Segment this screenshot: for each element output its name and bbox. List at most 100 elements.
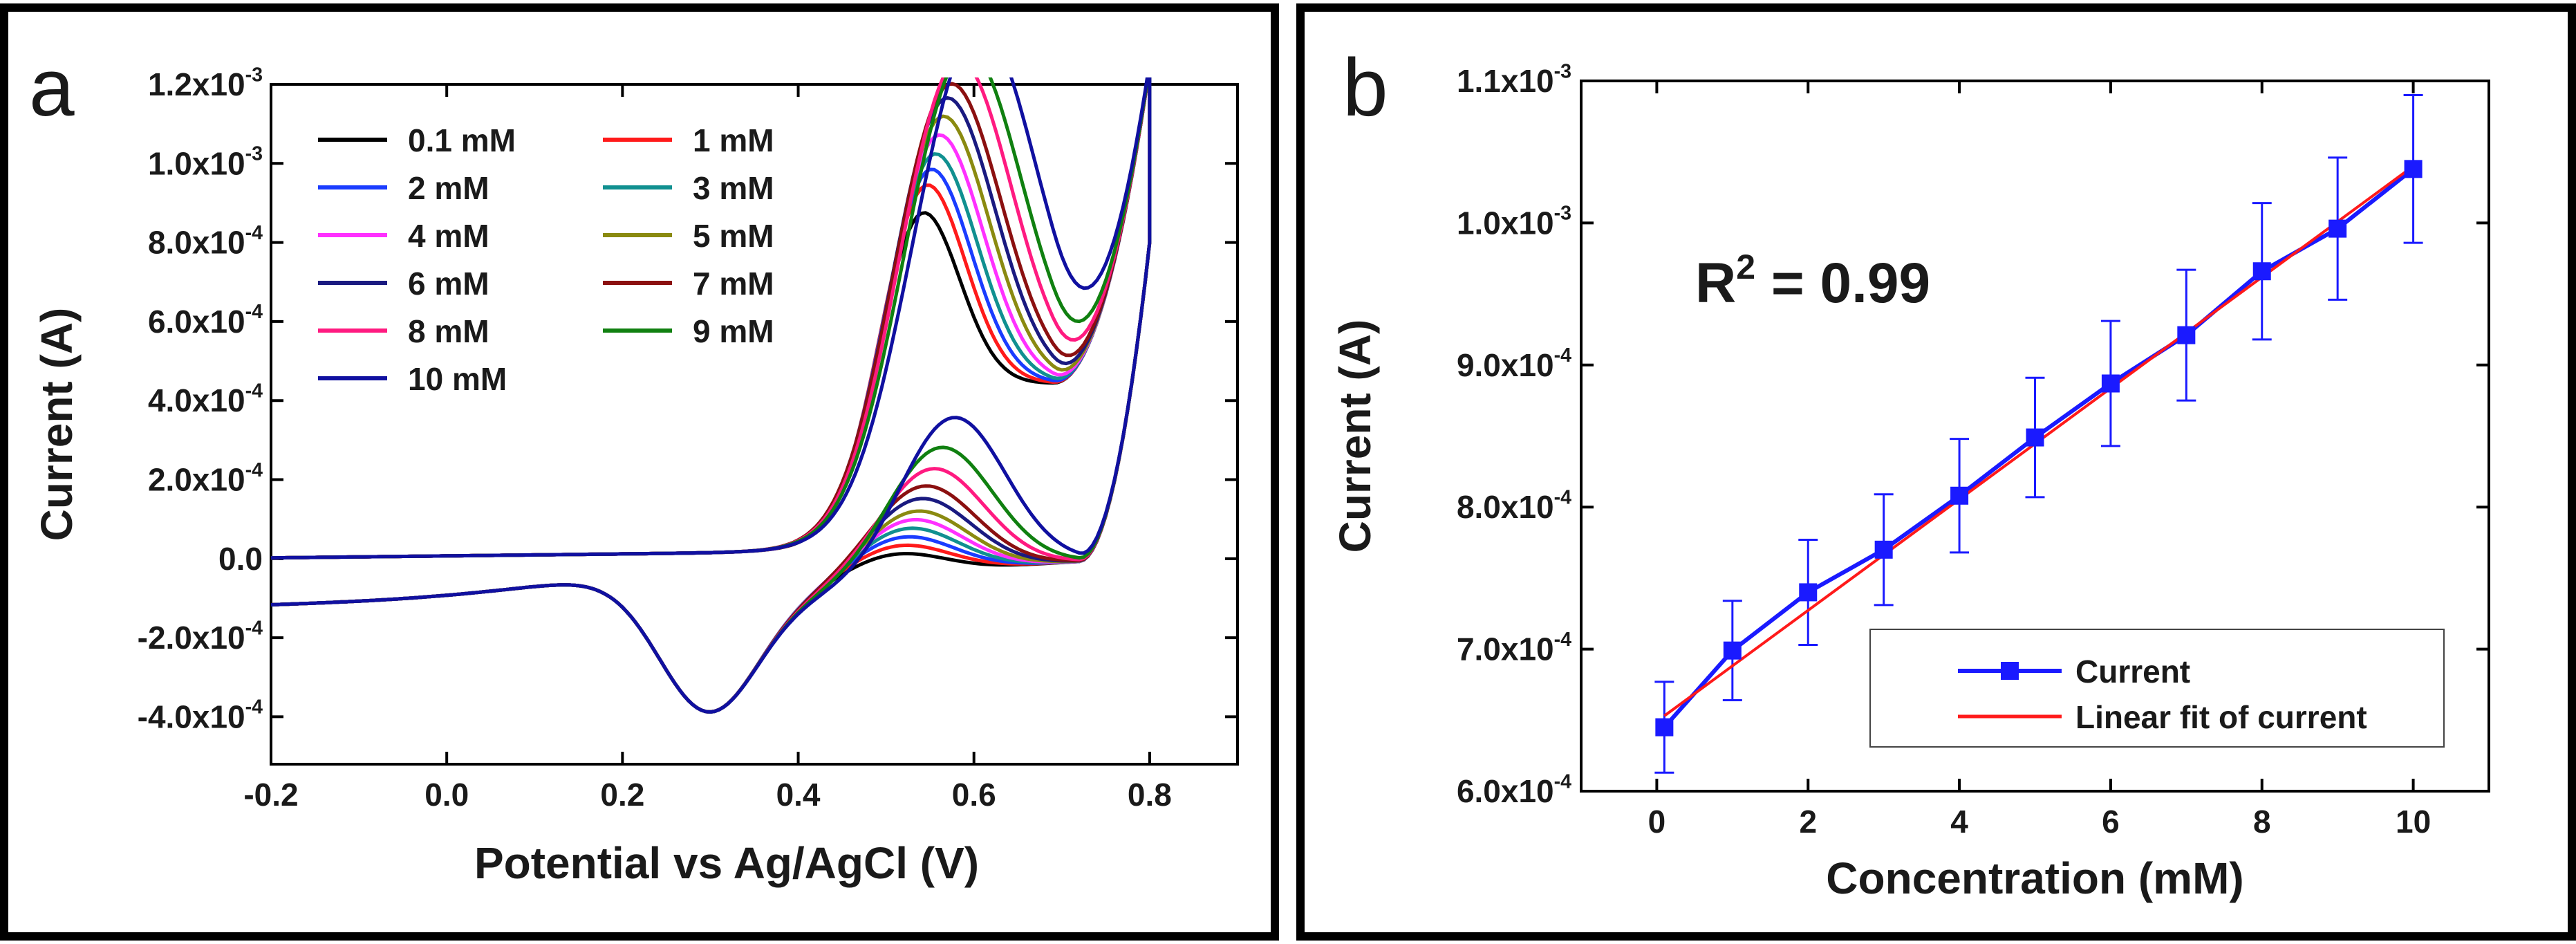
legend-label: 1 mM [693, 122, 774, 158]
plot-frame [1580, 80, 2490, 793]
y-tick-label-mantissa: 8.0x10 [1457, 489, 1554, 525]
x-axis-label: Potential vs Ag/AgCl (V) [474, 838, 979, 888]
panel-a: a 1.2x10-3 1.0x10-3 8.0x10-4 6.0x10-4 4.0x10-… [0, 3, 1279, 941]
legend-label-fit: Linear fit of current [2075, 699, 2367, 735]
legend-marker-current [2001, 662, 2019, 680]
y-tick-label-exponent: -4 [1554, 770, 1571, 793]
x-tick-label: 2 [1799, 804, 1817, 840]
y-tick-label: 9.0x10-4 [1457, 344, 1571, 383]
r-squared-base: R [1695, 252, 1736, 315]
y-tick-label-exponent: -3 [245, 64, 263, 86]
y-tick-label: 4.0x10-4 [148, 380, 263, 419]
y-tick-label-mantissa: 1.0x10 [148, 145, 245, 181]
y-tick-label-mantissa: 1.0x10 [1457, 205, 1554, 241]
data-point [2026, 428, 2044, 447]
y-tick-label: 8.0x10-4 [148, 222, 263, 261]
legend-label: 10 mM [408, 361, 507, 397]
legend-label: 7 mM [693, 266, 774, 302]
calibration-chart: b 1.1x10-31.0x10-39.0x10-48.0x10-47.0x10-… [1330, 42, 2490, 903]
data-point [1950, 486, 1969, 505]
y-tick-label: -2.0x10-4 [138, 617, 263, 656]
y-tick-label: 0.0 [218, 541, 263, 577]
data-point [1723, 641, 1742, 660]
y-tick-label-mantissa: 7.0x10 [1457, 631, 1554, 667]
y-tick-label-exponent: -4 [1554, 487, 1571, 509]
y-tick-label: 6.0x10-4 [148, 301, 263, 340]
y-tick-label-exponent: -4 [245, 459, 263, 481]
panel-b: b 1.1x10-3 1.0x10-3 9.0x10-4 8.0x10-4 7.0x10-… [1296, 3, 2576, 941]
r-squared-value: = 0.99 [1755, 252, 1930, 315]
legend-label: 6 mM [408, 266, 489, 302]
x-tick-label: 0.0 [424, 777, 469, 813]
x-tick-label: 0.8 [1128, 777, 1172, 813]
cv-chart: a 1.2x10-31.0x10-38.0x10-46.0x10-44.0x10-… [29, 42, 1239, 888]
y-tick-label-mantissa: 9.0x10 [1457, 347, 1554, 383]
legend-label: 4 mM [408, 218, 489, 254]
y-axis-label: Current (A) [32, 308, 82, 542]
y-tick-label: 1.0x10-3 [148, 143, 263, 182]
legend-label: 9 mM [693, 313, 774, 349]
legend-label: 0.1 mM [408, 122, 516, 158]
y-tick-label-mantissa: 0.0 [218, 541, 263, 577]
data-point [2252, 262, 2271, 281]
y-tick-label-exponent: -4 [245, 380, 263, 402]
legend-label: 2 mM [408, 170, 489, 206]
x-axis-label: Concentration (mM) [1826, 853, 2243, 903]
x-tick-label: -0.2 [243, 777, 298, 813]
y-tick-label-mantissa: 6.0x10 [148, 304, 245, 340]
legend: 0.1 mM 1 mM 2 mM 3 mM 4 mM 5 mM 6 mM 7 mM 8 mM 9 … [318, 122, 774, 397]
data-point [1874, 540, 1893, 559]
y-tick-label-mantissa: 8.0x10 [148, 225, 245, 261]
x-tick-label: 0.4 [776, 777, 821, 813]
y-tick-label-mantissa: -4.0x10 [138, 698, 245, 734]
y-tick-label: 1.2x10-3 [148, 64, 263, 102]
y-tick-label-mantissa: 2.0x10 [148, 462, 245, 498]
y-tick-label-mantissa: -2.0x10 [138, 620, 245, 656]
y-tick-label-mantissa: 1.2x10 [148, 66, 245, 102]
data-point [2177, 326, 2196, 344]
data-point [2101, 374, 2120, 393]
x-tick-label: 0 [1648, 804, 1666, 840]
legend-label-current: Current [2075, 654, 2190, 690]
y-tick-label-exponent: -4 [245, 301, 263, 323]
y-tick-label-exponent: -4 [245, 617, 263, 639]
x-tick-label: 10 [2396, 804, 2431, 840]
y-tick-label-exponent: -3 [1554, 60, 1571, 82]
r-squared-sup: 2 [1736, 248, 1755, 286]
legend: Current Linear fit of current [1869, 629, 2445, 748]
y-tick-label: 2.0x10-4 [148, 459, 263, 498]
panel-letter: b [1343, 42, 1388, 133]
r-squared-annotation: R2 = 0.99 [1695, 248, 1930, 315]
cv-curve [271, 77, 1152, 714]
legend-label: 3 mM [693, 170, 774, 206]
y-tick-label: 8.0x10-4 [1457, 487, 1571, 526]
data-point [2404, 160, 2423, 178]
data-point [1799, 583, 1818, 602]
data-point [2328, 219, 2347, 238]
y-axis-label: Current (A) [1330, 320, 1380, 553]
y-tick-label-exponent: -4 [245, 222, 263, 244]
y-tick-label-mantissa: 1.1x10 [1457, 63, 1554, 99]
x-tick-label: 4 [1950, 804, 1968, 840]
plot-frame [270, 83, 1239, 766]
y-tick-label-mantissa: 6.0x10 [1457, 773, 1554, 809]
x-tick-label: 6 [2102, 804, 2120, 840]
y-tick-label: 6.0x10-4 [1457, 770, 1571, 809]
y-tick-label-exponent: -3 [1554, 203, 1571, 225]
legend-label: 8 mM [408, 313, 489, 349]
x-tick-label: 0.6 [952, 777, 996, 813]
y-tick-label-mantissa: 4.0x10 [148, 382, 245, 418]
legend-box [1869, 629, 2445, 748]
data-point [1655, 718, 1674, 737]
y-tick-label: 7.0x10-4 [1457, 629, 1571, 667]
legend-label: 5 mM [693, 218, 774, 254]
y-tick-label-exponent: -3 [245, 143, 263, 165]
y-tick-label: 1.0x10-3 [1457, 203, 1571, 241]
panel-letter: a [29, 42, 75, 133]
y-tick-label-exponent: -4 [1554, 344, 1571, 367]
y-tick-label-exponent: -4 [1554, 629, 1571, 651]
y-tick-label: -4.0x10-4 [138, 696, 263, 735]
x-tick-label: 0.2 [600, 777, 644, 813]
x-tick-label: 8 [2253, 804, 2271, 840]
y-tick-label-exponent: -4 [245, 696, 263, 719]
